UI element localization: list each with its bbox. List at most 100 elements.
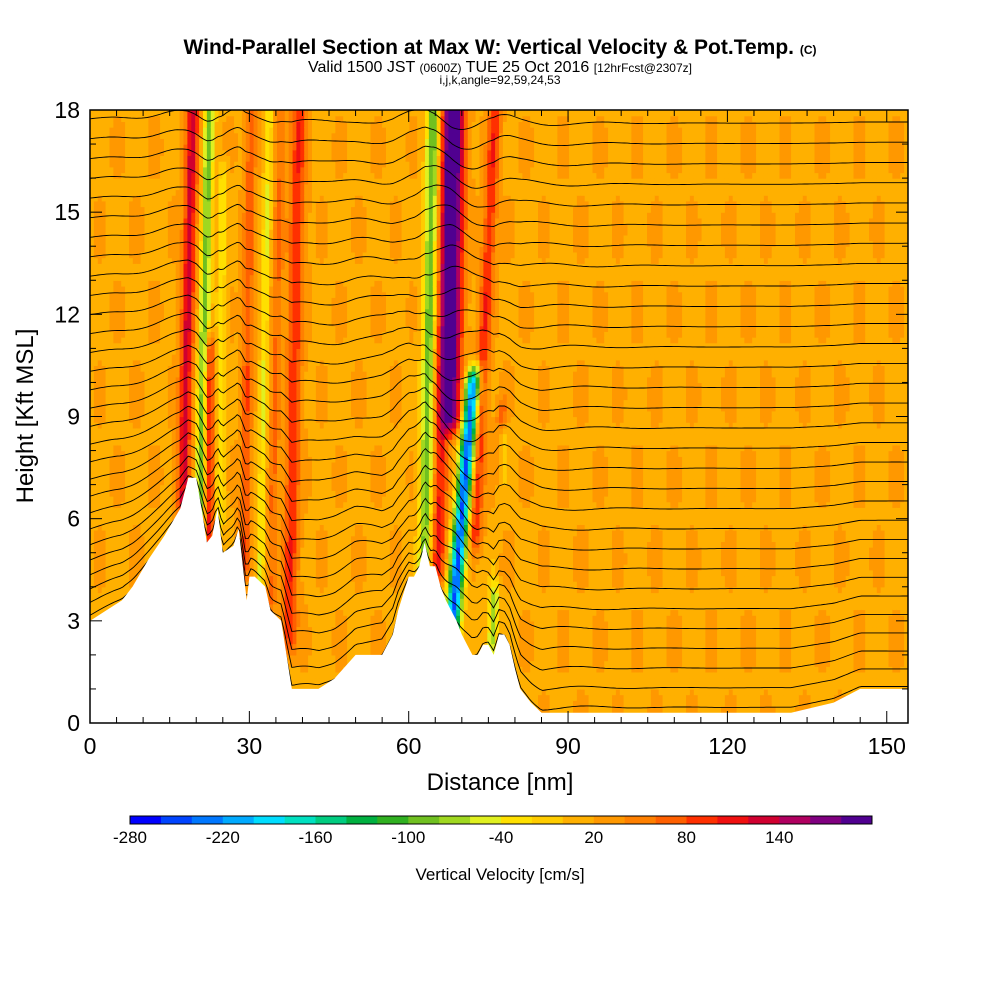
velocity-cell: [148, 359, 153, 366]
velocity-cell: [203, 280, 208, 287]
velocity-cell: [261, 496, 266, 503]
velocity-cell: [160, 501, 165, 508]
velocity-cell: [191, 427, 196, 435]
velocity-cell: [90, 246, 95, 253]
velocity-cell: [203, 217, 208, 225]
velocity-cell: [144, 331, 149, 338]
velocity-cell: [132, 348, 138, 355]
velocity-cell: [93, 308, 99, 315]
velocity-cell: [191, 149, 196, 156]
velocity-cell: [199, 274, 204, 281]
velocity-cell: [214, 331, 220, 338]
velocity-cell: [195, 461, 200, 469]
velocity-cell: [136, 149, 142, 156]
velocity-cell: [234, 268, 239, 276]
velocity-cell: [125, 325, 130, 332]
velocity-cell: [129, 518, 134, 525]
velocity-cell: [253, 121, 259, 128]
velocity-cell: [136, 234, 142, 242]
velocity-cell: [113, 416, 118, 423]
velocity-cell: [265, 422, 270, 429]
velocity-cell: [203, 200, 208, 208]
velocity-cell: [121, 166, 126, 174]
velocity-cell: [90, 127, 95, 134]
velocity-cell: [245, 473, 251, 480]
velocity-cell: [105, 217, 111, 225]
velocity-cell: [214, 155, 220, 162]
velocity-cell: [132, 121, 138, 128]
velocity-cell: [152, 115, 157, 122]
velocity-cell: [257, 473, 262, 480]
velocity-cell: [222, 547, 227, 554]
velocity-cell: [109, 132, 114, 139]
velocity-cell: [121, 320, 126, 327]
velocity-cell: [210, 257, 216, 264]
velocity-cell: [136, 251, 142, 259]
velocity-cell: [164, 354, 169, 361]
velocity-cell: [210, 365, 216, 372]
velocity-cell: [136, 513, 142, 520]
velocity-cell: [136, 422, 142, 429]
velocity-cell: [222, 206, 227, 213]
velocity-cell: [226, 121, 231, 128]
velocity-cell: [148, 195, 153, 202]
velocity-cell: [156, 195, 161, 202]
velocity-cell: [90, 518, 95, 525]
velocity-cell: [261, 115, 266, 122]
velocity-cell: [109, 501, 114, 508]
velocity-cell: [136, 217, 142, 225]
velocity-cell: [113, 132, 118, 139]
velocity-cell: [257, 291, 262, 298]
velocity-cell: [97, 234, 103, 242]
velocity-cell: [175, 439, 181, 446]
velocity-cell: [191, 456, 196, 463]
velocity-cell: [191, 444, 196, 452]
velocity-cell: [230, 484, 235, 491]
velocity-cell: [226, 138, 231, 145]
velocity-cell: [97, 183, 103, 191]
velocity-cell: [167, 490, 173, 497]
velocity-cell: [203, 149, 208, 156]
velocity-cell: [230, 155, 235, 162]
velocity-cell: [167, 393, 173, 401]
velocity-cell: [210, 427, 216, 435]
velocity-cell: [148, 240, 153, 247]
velocity-cell: [210, 246, 216, 253]
velocity-cell: [101, 291, 107, 298]
velocity-cell: [97, 195, 103, 202]
velocity-cell: [218, 393, 223, 401]
velocity-cell: [164, 513, 169, 520]
velocity-cell: [144, 450, 149, 457]
velocity-cell: [93, 609, 99, 616]
velocity-cell: [105, 325, 111, 332]
velocity-cell: [195, 450, 200, 457]
velocity-cell: [230, 342, 235, 349]
velocity-cell: [125, 422, 130, 429]
velocity-cell: [101, 144, 107, 151]
velocity-cell: [218, 280, 223, 287]
velocity-cell: [187, 388, 192, 395]
velocity-cell: [125, 558, 130, 565]
velocity-cell: [160, 149, 165, 156]
velocity-cell: [203, 110, 208, 117]
velocity-cell: [156, 427, 161, 435]
velocity-cell: [125, 263, 130, 270]
velocity-cell: [156, 456, 161, 463]
velocity-cell: [253, 496, 259, 503]
velocity-cell: [199, 456, 204, 463]
velocity-cell: [249, 461, 255, 469]
velocity-cell: [226, 291, 231, 298]
velocity-cell: [136, 496, 142, 503]
velocity-cell: [164, 473, 169, 480]
velocity-cell: [144, 110, 149, 117]
velocity-cell: [113, 501, 118, 508]
velocity-cell: [257, 172, 262, 179]
velocity-cell: [195, 439, 200, 446]
velocity-cell: [199, 268, 204, 276]
velocity-cell: [136, 388, 142, 395]
velocity-cell: [214, 490, 220, 497]
velocity-cell: [144, 365, 149, 372]
velocity-cell: [152, 178, 157, 185]
velocity-cell: [187, 161, 192, 168]
velocity-cell: [218, 223, 223, 230]
